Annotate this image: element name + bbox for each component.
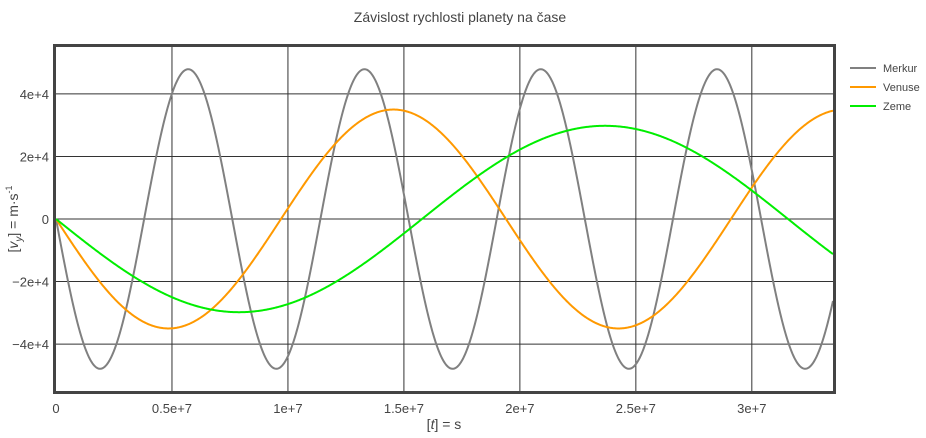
series-line-merkur: [55, 68, 834, 370]
legend-label: Zeme: [883, 101, 911, 113]
x-tick-label: 1.5e+7: [384, 401, 424, 416]
y-tick-labels: 4e+4 2e+4 0 −2e+4 −4e+4: [12, 87, 49, 352]
grid: [56, 47, 833, 391]
y-tick-label: 0: [42, 212, 49, 227]
series-line-zeme: [55, 124, 834, 314]
x-tick-label: 2.5e+7: [616, 401, 656, 416]
y-tick-label: −2e+4: [12, 275, 49, 290]
x-tick-label: 2e+7: [505, 401, 534, 416]
legend-label: Venuse: [883, 82, 920, 94]
series-line-venuse: [55, 108, 834, 330]
x-tick-label: 3e+7: [737, 401, 766, 416]
x-tick-labels: 0 0.5e+7 1e+7 1.5e+7 2e+7 2.5e+7 3e+7: [52, 401, 766, 416]
y-tick-label: 2e+4: [20, 149, 49, 164]
x-tick-label: 1e+7: [273, 401, 302, 416]
legend-label: Merkur: [883, 63, 918, 75]
legend: Merkur Venuse Zeme: [850, 63, 920, 113]
y-tick-label: 4e+4: [20, 87, 49, 102]
x-tick-label: 0: [52, 401, 59, 416]
y-tick-label: −4e+4: [12, 337, 49, 352]
plot-frame: [53, 44, 836, 394]
series-layer: [55, 68, 834, 370]
x-axis-title: [t] = s: [427, 416, 462, 432]
y-axis-title: [vy] = m·s-1: [4, 185, 25, 252]
x-tick-label: 0.5e+7: [152, 401, 192, 416]
chart-title: Závislost rychlosti planety na čase: [354, 9, 567, 25]
